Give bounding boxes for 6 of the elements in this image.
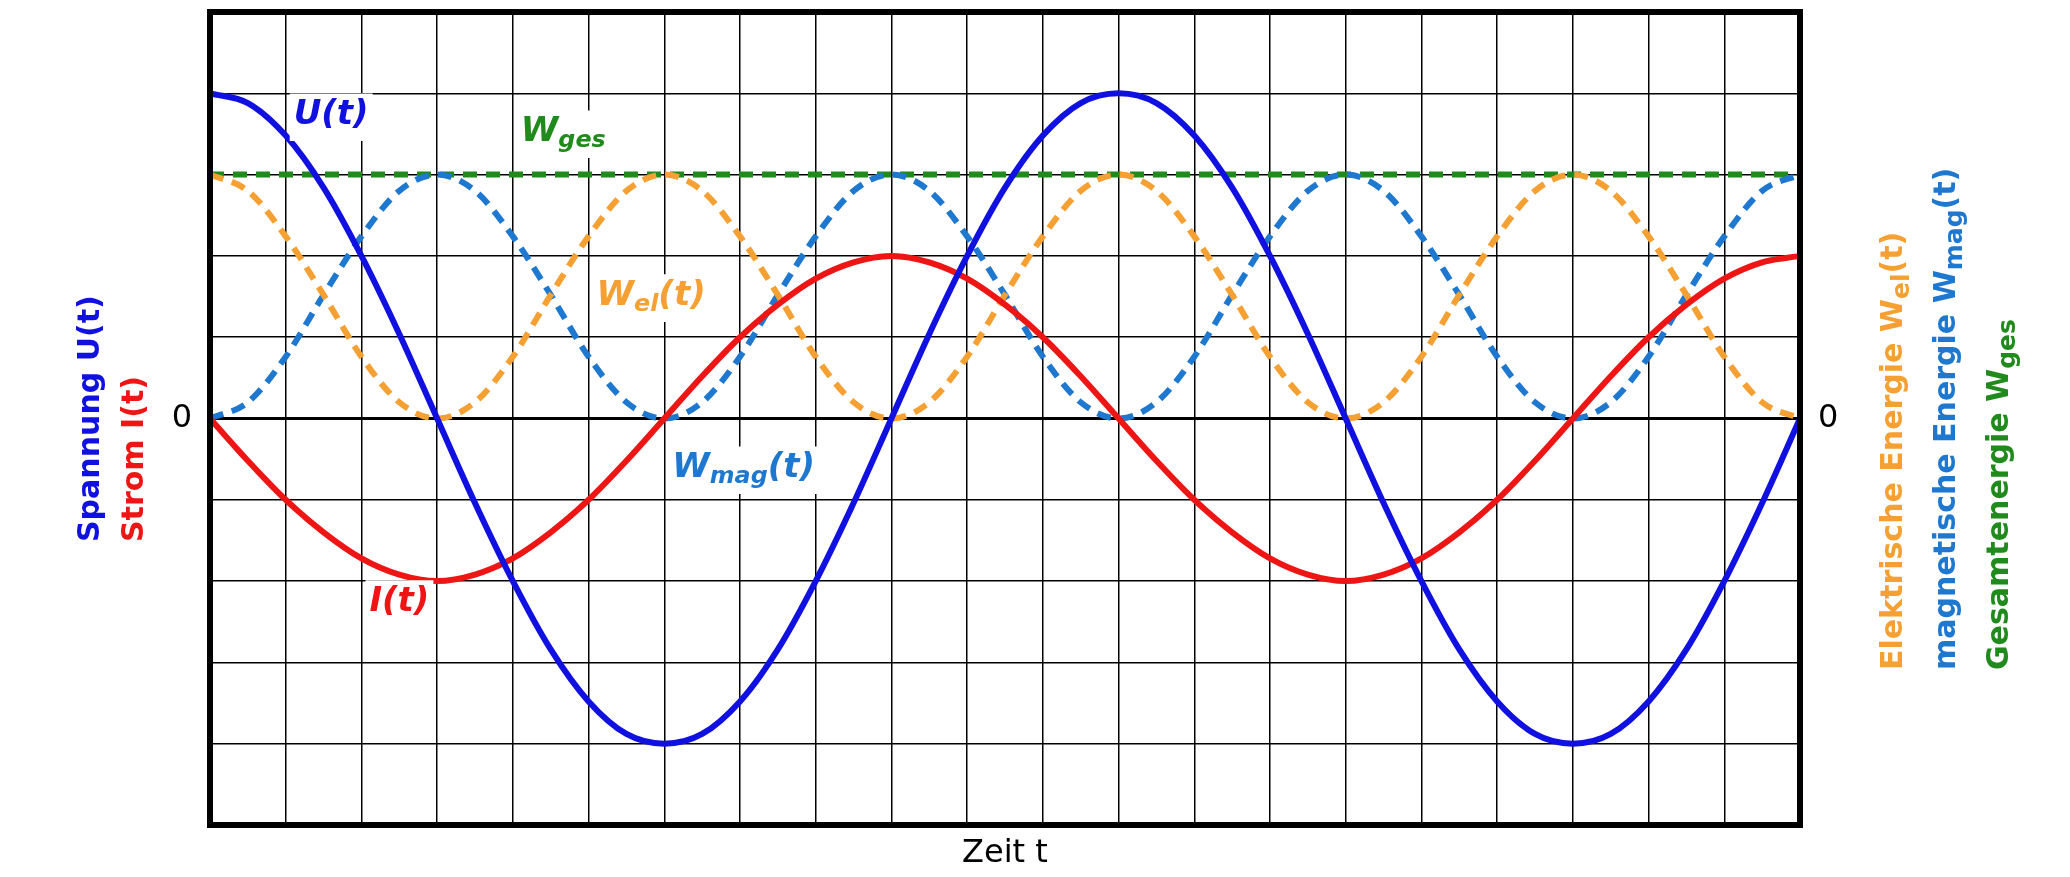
y-axis-title: Spannung U(t) Strom I(t): [70, 295, 151, 542]
ref-line-label: 0: [171, 396, 192, 435]
text: 0: [1818, 396, 1839, 435]
series-label: U(t): [293, 92, 369, 133]
series-label: I(t): [369, 579, 430, 620]
x-axis-title: Zeit t: [961, 832, 1049, 870]
